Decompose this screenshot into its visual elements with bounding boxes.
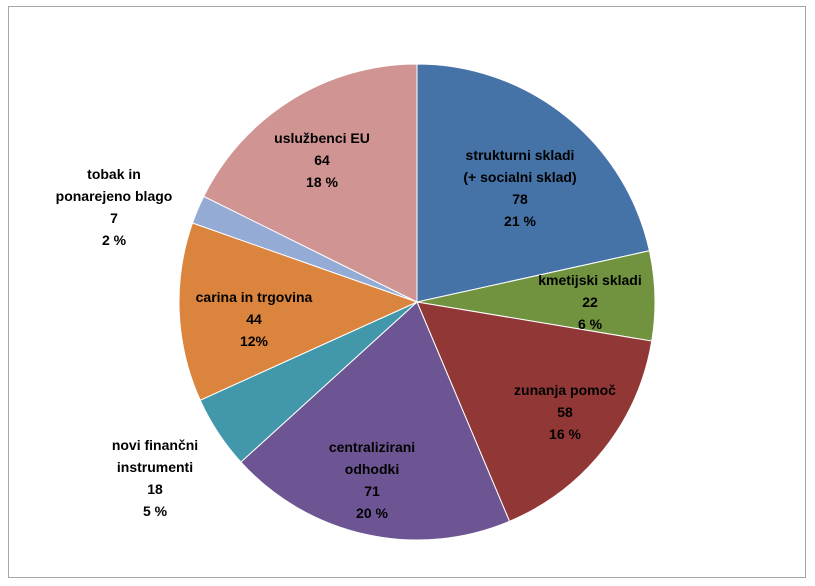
pie-slice-7 <box>203 63 418 303</box>
pie-slice-2 <box>416 301 653 522</box>
slice-label-1: kmetijski skladi 22 6 % <box>538 272 642 332</box>
pie-slices <box>178 63 656 541</box>
slice-label-3: centralizirani odhodki 71 20 % <box>329 439 415 521</box>
slice-label-2: zunanja pomoč 58 16 % <box>514 382 616 442</box>
slice-label-0: strukturni skladi (+ socialni sklad) 78 21 … <box>463 147 576 229</box>
pie-slice-3 <box>240 301 511 541</box>
slice-label-4: novi finančni instrumenti 18 5 % <box>112 437 198 519</box>
pie-slice-5 <box>178 222 419 401</box>
slice-label-7: uslužbenci EU 64 18 % <box>274 130 370 190</box>
slice-label-5: carina in trgovina 44 12% <box>196 289 313 349</box>
pie-slice-0 <box>416 63 651 303</box>
pie-labels: strukturni skladi (+ socialni sklad) 78 21 … <box>56 130 642 521</box>
slice-label-6: tobak in ponarejeno blago 7 2 % <box>56 166 173 248</box>
